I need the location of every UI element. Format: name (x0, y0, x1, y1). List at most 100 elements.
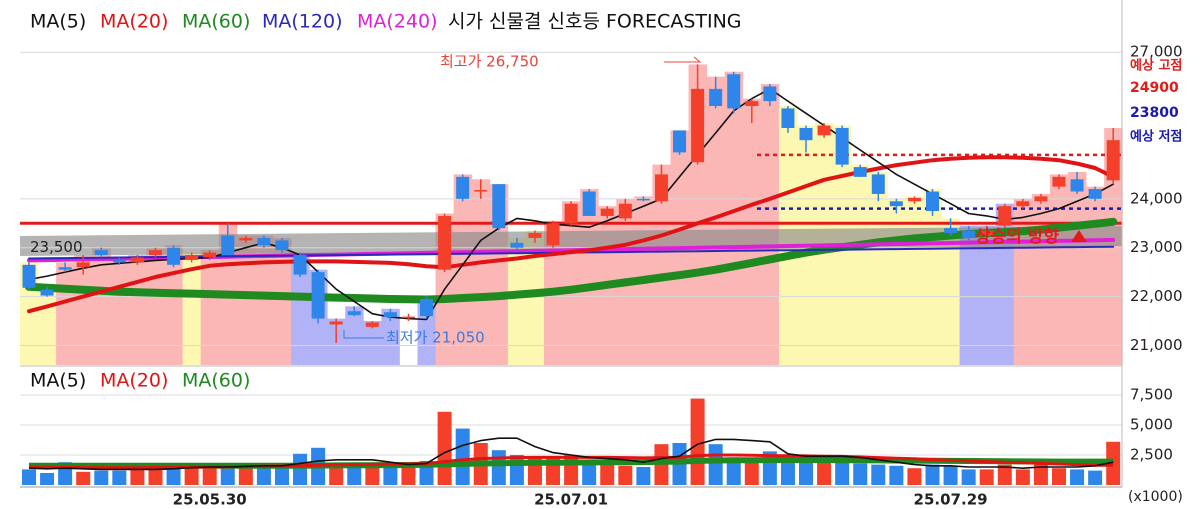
candle-body (998, 206, 1012, 226)
volume-bar (979, 469, 994, 485)
y-tick-label: 22,000 (1130, 287, 1183, 305)
signal-band (724, 71, 744, 366)
y-tick-label: 21,000 (1130, 336, 1183, 354)
candle-body (456, 176, 470, 199)
y-tick-label: 5,000 (1130, 415, 1173, 433)
forecast-value: 23800 (1130, 105, 1179, 121)
candle-body (691, 88, 705, 163)
candle-body (709, 88, 723, 106)
signal-band (1086, 186, 1105, 365)
volume-bar (148, 468, 163, 485)
volume-bar (455, 428, 470, 485)
volume-bar (817, 456, 832, 485)
volume-bar (329, 465, 344, 485)
volume-bar (274, 468, 289, 485)
volume-bar (600, 462, 615, 485)
signal-band (959, 225, 979, 365)
signal-band (38, 286, 57, 365)
candle-body (58, 267, 72, 270)
signal-band (471, 179, 491, 365)
signal-band (236, 235, 256, 365)
signal-band (525, 230, 545, 365)
volume-bar (907, 468, 922, 485)
y-tick-label: 24,000 (1130, 189, 1183, 207)
x-tick-label: 25.07.29 (914, 491, 988, 509)
volume-bar (347, 465, 362, 485)
candle-body (781, 108, 795, 128)
signal-band (489, 184, 509, 365)
candle-body (40, 289, 54, 296)
y-tick-label: 7,500 (1130, 385, 1173, 403)
candle-body (401, 316, 415, 319)
direction-label: 상승의 방향 (975, 226, 1059, 247)
signal-band (869, 171, 888, 365)
candle-body (167, 247, 181, 265)
unit-label: (x1000) (1128, 489, 1183, 505)
low-arrow (343, 330, 384, 339)
volume-bar (293, 453, 308, 485)
volume-bar (1015, 469, 1030, 485)
signal-band (272, 237, 292, 365)
x-tick-label: 25.05.30 (173, 491, 247, 509)
x-tick-label: 25.07.01 (534, 491, 608, 509)
volume-bar (780, 458, 795, 485)
candle-body (492, 184, 506, 229)
volume-bar (256, 464, 271, 485)
y-tick-label: 2,500 (1130, 445, 1173, 463)
volume-bar (1051, 468, 1066, 485)
candle-body (528, 233, 542, 238)
candle-body (383, 312, 397, 318)
signal-band (200, 250, 220, 365)
volume-bar (202, 466, 217, 485)
volume-bar (509, 454, 524, 485)
candle-body (763, 86, 777, 102)
volume-bar (22, 469, 36, 485)
volume-bar (889, 465, 904, 485)
volume-bar (744, 459, 759, 485)
volume-bar (94, 470, 109, 485)
candle-body (1106, 140, 1120, 181)
signal-band (363, 321, 382, 365)
candle-body (474, 190, 488, 192)
volume-bar (112, 470, 127, 485)
signal-band (146, 247, 165, 365)
candle-body (962, 230, 976, 238)
forecast-name: 예상 고점 (1130, 58, 1182, 74)
candle-body (420, 299, 434, 317)
volume-ma-line (28, 437, 1114, 471)
high-arrow (664, 56, 702, 63)
signal-band (507, 237, 527, 365)
volume-bar (40, 472, 55, 485)
signal-band (1031, 193, 1051, 365)
candle-body (1052, 176, 1066, 187)
signal-band (1068, 171, 1087, 365)
candle-body (438, 215, 452, 270)
forecast-name: 예상 저점 (1130, 129, 1182, 145)
candle-body (76, 262, 90, 268)
legend-ma240: MA(240) (357, 11, 437, 33)
candle-body (907, 197, 921, 202)
y-tick-label: 27,000 (1130, 43, 1183, 61)
signal-band (110, 257, 129, 365)
label-layer: 27,000 24,000 23,000 22,000 21,000 23,500 예상 고… (30, 43, 1183, 509)
candle-body (510, 242, 524, 248)
signal-band (56, 262, 75, 365)
direction-arrow (1071, 230, 1087, 242)
candle-body (564, 203, 578, 224)
volume-bar (166, 466, 181, 485)
volume-bar (582, 460, 597, 485)
candle-body (835, 127, 849, 165)
candle-body (239, 237, 253, 241)
candle-body (871, 174, 885, 194)
candle-body (112, 259, 126, 263)
y-tick-label: 23,000 (1130, 238, 1183, 256)
candle-body (654, 174, 668, 202)
signal-band (1049, 174, 1069, 365)
signal-band (92, 247, 111, 365)
candle-body (365, 322, 379, 327)
signal-band (977, 225, 997, 365)
reference-label: 23,500 (30, 238, 83, 256)
candle-body (1088, 189, 1102, 199)
